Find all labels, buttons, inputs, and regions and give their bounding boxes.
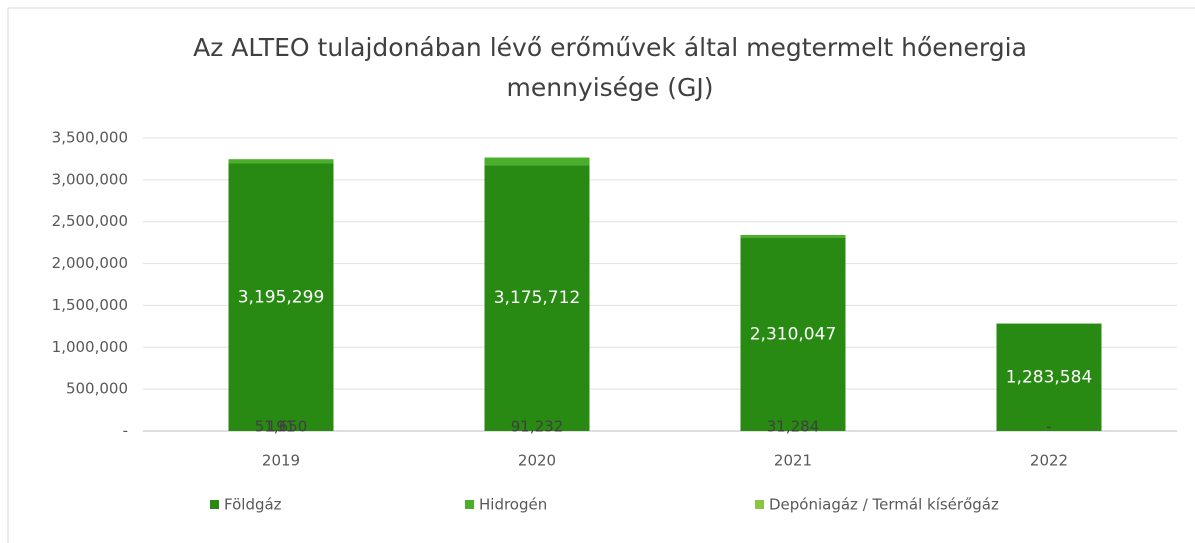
data-label: 3,175,712 <box>494 288 581 308</box>
legend-swatch <box>210 500 219 509</box>
data-label: 31,284 <box>767 418 820 436</box>
data-label: 91,232 <box>511 418 564 436</box>
data-label: 3,195,299 <box>238 287 325 307</box>
y-tick-label: 1,000,000 <box>52 338 128 356</box>
bar-segment <box>484 157 590 166</box>
x-tick-label: 2019 <box>262 452 300 470</box>
legend-swatch <box>465 500 474 509</box>
bar-segment <box>996 323 1102 431</box>
y-tick-label: 1,500,000 <box>52 296 128 314</box>
bar-segment <box>228 159 334 164</box>
y-tick-label: 3,000,000 <box>52 170 128 188</box>
legend-swatch <box>755 500 764 509</box>
y-tick-label: 500,000 <box>66 380 128 398</box>
bar-segment <box>740 237 846 431</box>
data-label: 2,310,047 <box>750 324 837 344</box>
data-label: - <box>1046 418 1051 436</box>
y-tick-label: 3,500,000 <box>52 129 128 147</box>
chart-title: Az ALTEO tulajdonában lévő erőművek álta… <box>193 33 1027 102</box>
x-tick-label: 2022 <box>1030 452 1068 470</box>
x-tick-label: 2020 <box>518 452 556 470</box>
legend-label: Depóniagáz / Termál kísérőgáz <box>769 496 999 514</box>
bar-segment <box>228 163 334 432</box>
bar-segment <box>484 165 590 432</box>
x-tick-label: 2021 <box>774 452 812 470</box>
legend-label: Földgáz <box>224 496 282 514</box>
y-tick-label: 2,500,000 <box>52 212 128 230</box>
y-tick-label: - <box>123 422 128 440</box>
data-label: 1,283,584 <box>1006 367 1093 387</box>
y-tick-label: 2,000,000 <box>52 254 128 272</box>
legend-label: Hidrogén <box>479 496 547 514</box>
bar-segment <box>740 234 846 238</box>
data-label: 51,650 <box>255 418 308 436</box>
data-label: 191 <box>267 418 296 436</box>
